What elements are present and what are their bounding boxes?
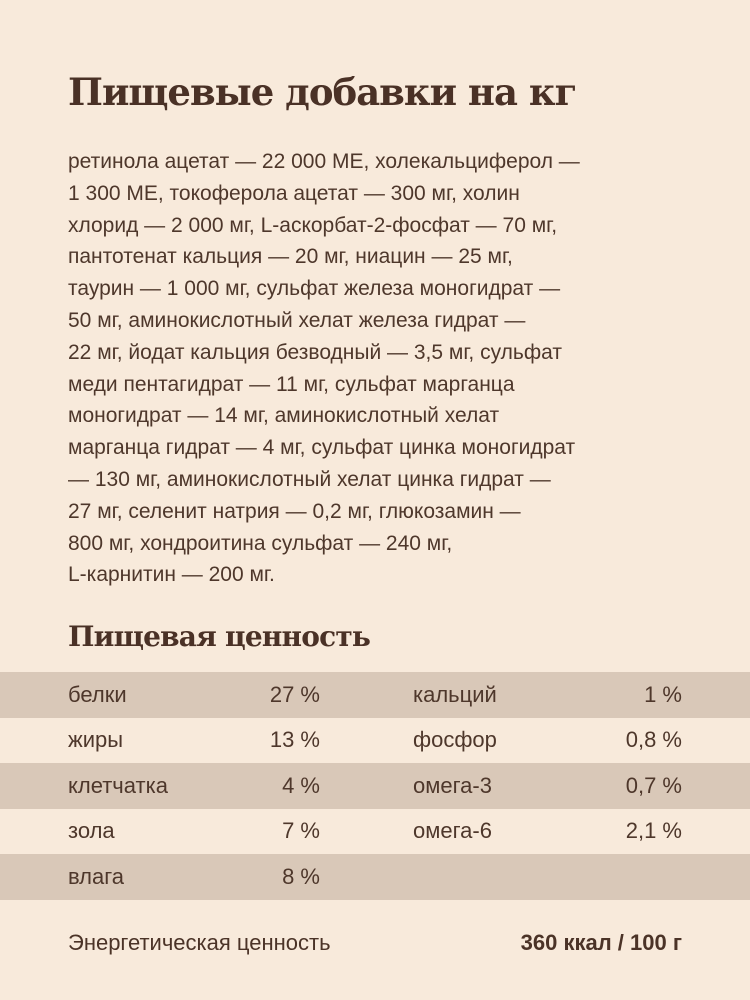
text-line: L-карнитин — 200 мг. — [68, 563, 275, 587]
text-line: 22 мг, йодат кальция безводный — 3,5 мг,… — [68, 340, 562, 364]
text-line: ретинола ацетат — 22 000 МЕ, холекальциф… — [68, 150, 580, 173]
nutrient-name: омега-3 — [413, 772, 492, 798]
nutrient-value: 2,1 % — [625, 818, 682, 844]
nutrient-value: 27 % — [269, 681, 320, 707]
nutrient-name: белки — [68, 681, 127, 707]
nutrient-value: 7 % — [282, 818, 320, 844]
text-line: — 130 мг, аминокислотный хелат цинка гид… — [68, 467, 551, 491]
nutrient-value: 8 % — [282, 863, 320, 889]
text-line: 50 мг, аминокислотный хелат железа гидра… — [68, 308, 526, 332]
nutrient-name: зола — [68, 818, 115, 844]
text-line: 27 мг, селенит натрия — 0,2 мг, глюкозам… — [68, 499, 521, 523]
text-line: пантотенат кальция — 20 мг, ниацин — 25 … — [68, 245, 513, 269]
text-line: 800 мг, хондроитина сульфат — 240 мг, — [68, 531, 453, 555]
nutrient-name: омега-6 — [413, 818, 492, 844]
text-line: 1 300 МЕ, токоферола ацетат — 300 мг, хо… — [68, 181, 520, 205]
text-line: марганца гидрат — 4 мг, сульфат цинка мо… — [68, 436, 576, 460]
energy-value: 360 ккал / 100 г — [520, 930, 682, 955]
table-row: зола 7 % омега-6 2,1 % — [0, 809, 750, 855]
additives-text: ретинола ацетат — 22 000 МЕ, холекальциф… — [68, 146, 580, 591]
nutrient-value: 1 % — [644, 681, 682, 707]
nutrient-value: 13 % — [269, 727, 320, 753]
nutrient-name: влага — [68, 863, 125, 889]
text-line: моногидрат — 14 мг, аминокислотный хелат — [68, 404, 500, 428]
table-row: белки 27 % кальций 1 % — [0, 672, 750, 718]
nutrition-table: белки 27 % кальций 1 % жиры 13 % фосфор 0,8 % кл… — [0, 672, 750, 900]
text-line: меди пентагидрат — 11 мг, сульфат марган… — [68, 372, 515, 396]
text-line: хлорид — 2 000 мг, L-аскорбат-2-фосфат —… — [68, 213, 558, 237]
nutrient-name: клетчатка — [68, 772, 168, 798]
nutrient-value: 4 % — [282, 772, 320, 798]
table-row: жиры 13 % фосфор 0,8 % — [0, 718, 750, 764]
nutrient-value: 0,8 % — [625, 727, 682, 753]
nutrition-heading: Пищевая ценность — [68, 620, 371, 653]
nutrient-value: 0,7 % — [625, 772, 682, 798]
nutrient-name: кальций — [413, 681, 497, 707]
nutrient-name: жиры — [68, 727, 124, 753]
table-row: клетчатка 4 % омега-3 0,7 % — [0, 763, 750, 809]
table-row: влага 8 % — [0, 854, 750, 900]
page-title: Пищевые добавки на кг — [68, 70, 577, 114]
nutrient-name: фосфор — [413, 727, 497, 753]
energy-row: Энергетическая ценность 360 ккал / 100 г — [0, 930, 750, 966]
energy-label: Энергетическая ценность — [68, 930, 331, 955]
text-line: таурин — 1 000 мг, сульфат железа моноги… — [68, 277, 561, 301]
